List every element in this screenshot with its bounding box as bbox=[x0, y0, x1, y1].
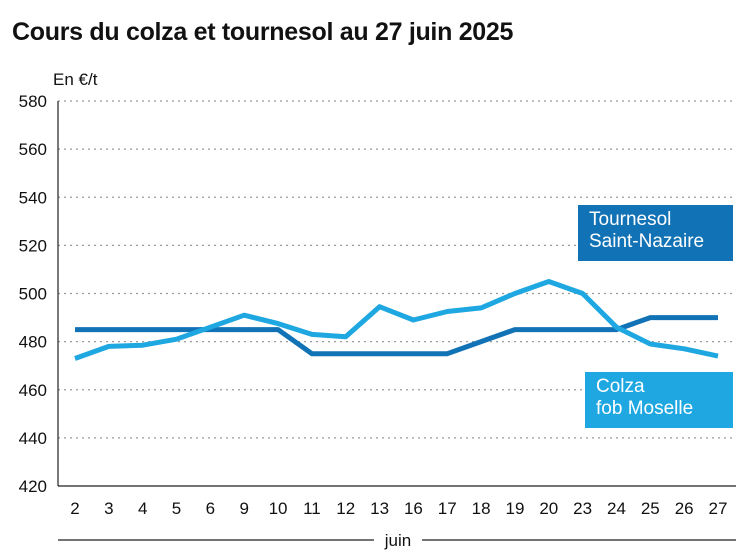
x-tick-label: 26 bbox=[675, 499, 694, 518]
y-tick-label: 420 bbox=[19, 477, 47, 496]
legend-colza-line1: Colza bbox=[596, 376, 645, 397]
series-line-colza bbox=[74, 279, 719, 361]
series bbox=[74, 279, 719, 361]
x-tick-label: 18 bbox=[472, 499, 491, 518]
x-tick-label: 9 bbox=[239, 499, 248, 518]
y-tick-label: 500 bbox=[19, 285, 47, 304]
y-axis-unit-label: En €/t bbox=[53, 70, 98, 89]
x-tick-label: 10 bbox=[269, 499, 288, 518]
legend-colza-line2: fob Moselle bbox=[596, 398, 694, 419]
x-tick-label: 3 bbox=[104, 499, 113, 518]
series-line-tournesol bbox=[75, 315, 718, 357]
x-tick-label: 25 bbox=[641, 499, 660, 518]
x-tick-label: 13 bbox=[370, 499, 389, 518]
y-tick-label: 580 bbox=[19, 92, 47, 111]
x-tick-label: 24 bbox=[607, 499, 626, 518]
x-axis-group-label: juin bbox=[384, 531, 411, 550]
legend-tournesol: Tournesol Saint-Nazaire bbox=[578, 205, 733, 261]
x-tick-label: 12 bbox=[336, 499, 355, 518]
y-tick-label: 460 bbox=[19, 381, 47, 400]
x-axis: 2 3 4 5 6 9 10 11 12 13 16 17 18 19 20 23 24 25 26 27 bbox=[58, 485, 736, 518]
y-tick-label: 540 bbox=[19, 188, 47, 207]
y-tick-label: 480 bbox=[19, 333, 47, 352]
x-tick-label: 23 bbox=[573, 499, 592, 518]
x-tick-label: 16 bbox=[404, 499, 423, 518]
x-tick-label: 17 bbox=[438, 499, 457, 518]
x-tick-label: 11 bbox=[303, 499, 321, 518]
x-tick-label: 5 bbox=[172, 499, 181, 518]
y-tick-label: 520 bbox=[19, 236, 47, 255]
legend-tournesol-line1: Tournesol bbox=[589, 209, 672, 230]
x-tick-label: 6 bbox=[206, 499, 215, 518]
x-tick-label: 2 bbox=[70, 499, 79, 518]
x-tick-label: 20 bbox=[539, 499, 558, 518]
legend-tournesol-line2: Saint-Nazaire bbox=[589, 231, 705, 252]
y-axis: 420 440 460 480 500 520 540 560 580 bbox=[19, 92, 59, 496]
x-tick-label: 19 bbox=[505, 499, 524, 518]
chart-title: Cours du colza et tournesol au 27 juin 2… bbox=[12, 18, 514, 46]
x-tick-label: 27 bbox=[709, 499, 728, 518]
x-tick-label: 4 bbox=[138, 499, 147, 518]
y-tick-label: 560 bbox=[19, 140, 47, 159]
legend-colza: Colza fob Moselle bbox=[585, 372, 733, 428]
y-tick-label: 440 bbox=[19, 429, 47, 448]
